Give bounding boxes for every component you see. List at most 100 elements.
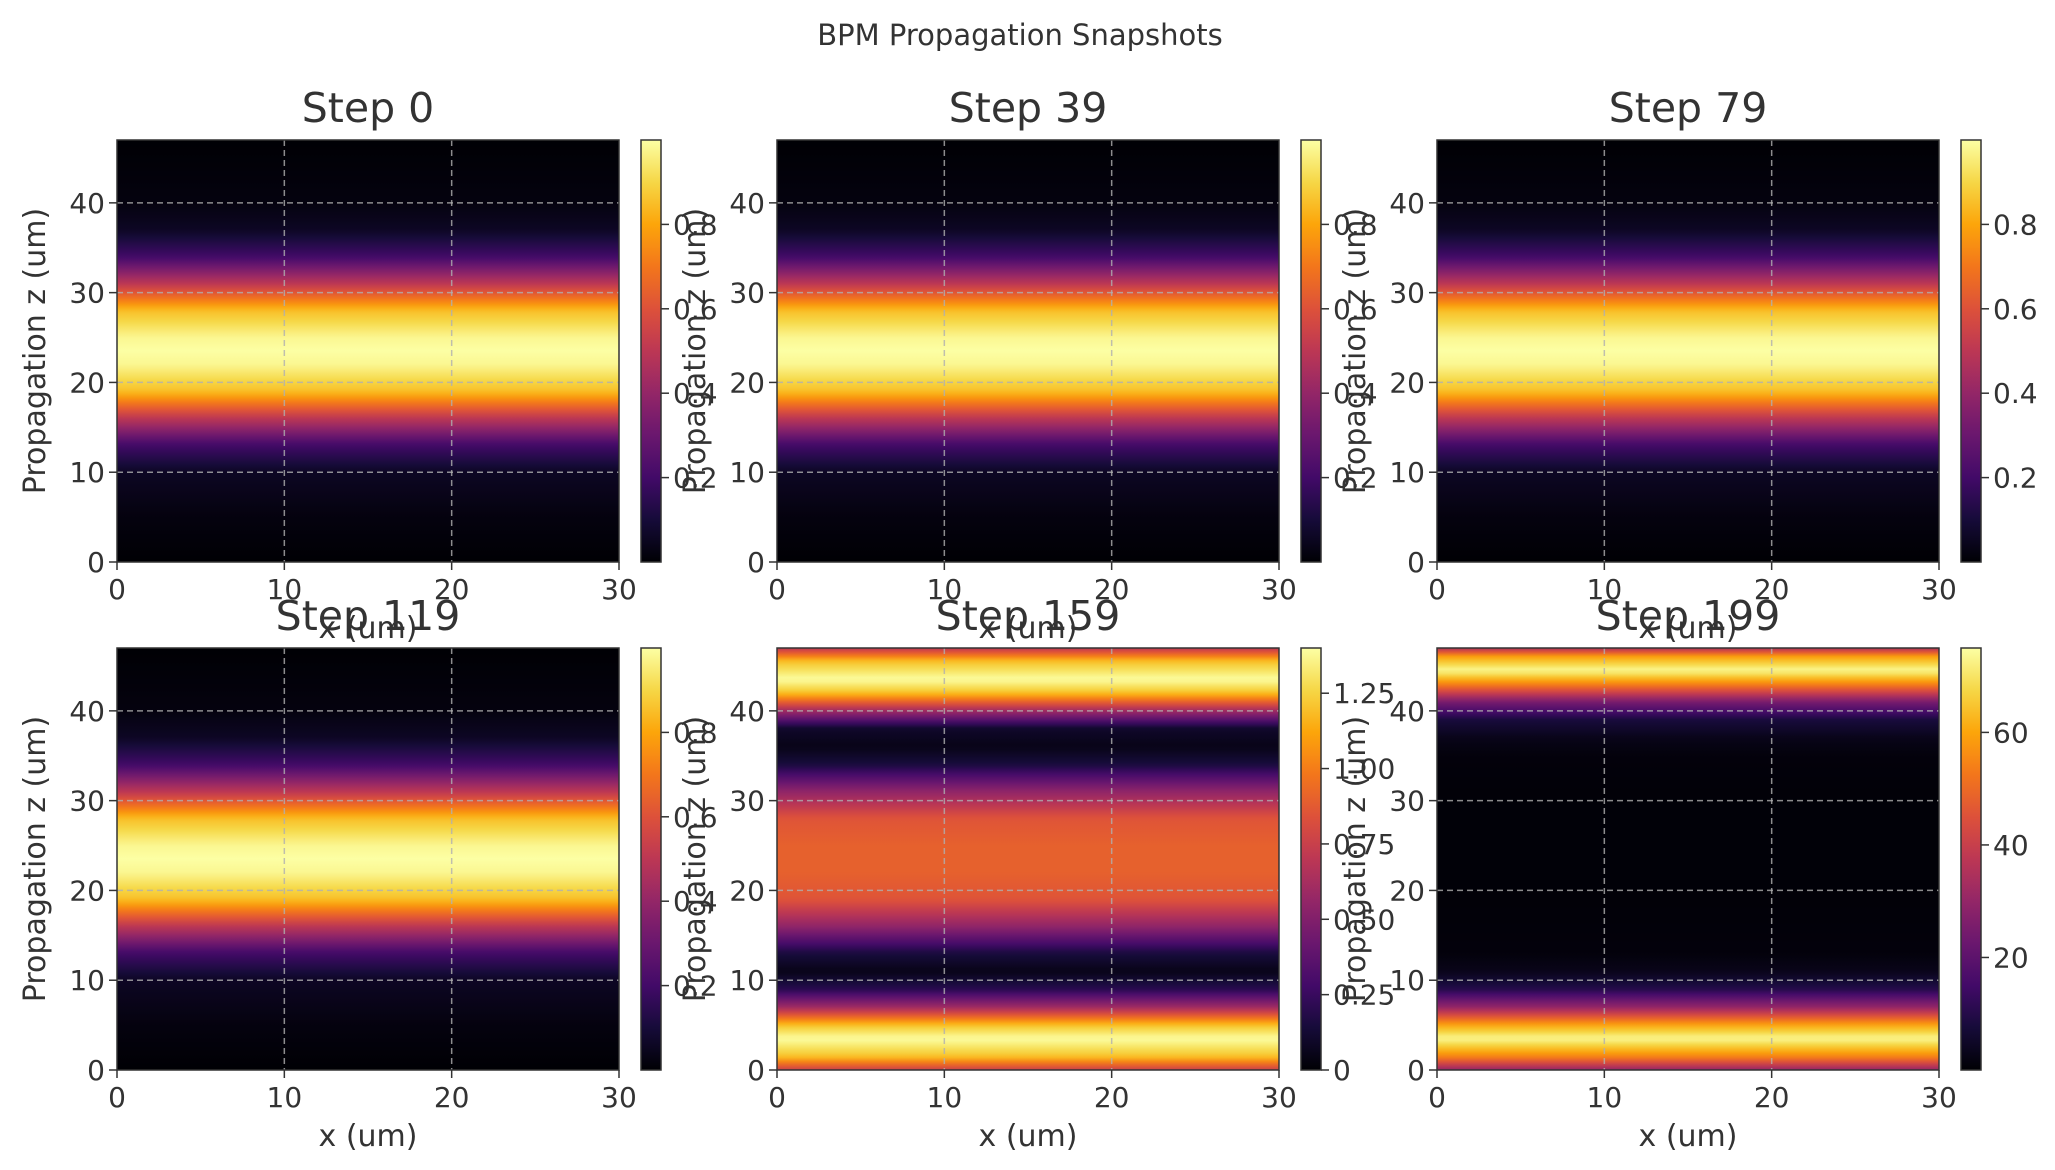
colorbar-bar [1960,139,1982,563]
panel-title: Step 0 [302,84,434,132]
x-axis-label: x (um) [979,1119,1078,1154]
x-axis-label: x (um) [1639,611,1738,646]
axes-frame [116,647,620,1071]
x-tick-label: 0 [1428,1081,1446,1114]
panel-2: 0 10 20 30 0 10 20 30 40 Step 39 x (um) Propagation… [678,84,1378,646]
colorbar-bar [640,647,662,1071]
panel-title: Step 39 [949,84,1108,132]
heatmap-image [777,648,1279,1070]
colorbar-tick-label: 0.4 [673,885,718,918]
axes-frame [116,139,620,563]
y-tick-label: 30 [69,277,105,310]
colorbar-tick-label: 0.6 [673,293,718,326]
colorbar-tick-label: 0.8 [673,716,718,749]
y-tick-label: 40 [1389,695,1425,728]
x-axis-label: x (um) [319,1119,418,1154]
y-tick-label: 0 [1407,1054,1425,1087]
y-tick-label: 0 [87,1054,105,1087]
colorbar-bar [1300,139,1322,563]
y-tick-label: 10 [1389,964,1425,997]
colorbar-bar [1960,647,1982,1071]
heatmap-image [777,140,1279,562]
x-tick-label: 20 [1754,1081,1790,1114]
x-tick-label: 0 [108,1081,126,1114]
y-tick-label: 30 [729,785,765,818]
x-axis-label: x (um) [979,611,1078,646]
x-tick-label: 0 [768,573,786,606]
x-tick-label: 10 [267,1081,303,1114]
colorbar-tick-label: 0.8 [673,208,718,241]
colorbar-tick-label: 20 [1993,941,2029,974]
panel-title: Step 79 [1609,84,1768,132]
x-tick-label: 30 [1921,573,1957,606]
x-tick-label: 30 [1921,1081,1957,1114]
colorbar-tick-label: 0.25 [1333,979,1395,1012]
colorbar-tick-label: 0.8 [1993,208,2038,241]
y-tick-label: 40 [69,695,105,728]
heatmap-image [117,648,619,1070]
x-axis-label: x (um) [319,611,418,646]
x-tick-label: 20 [434,573,470,606]
colorbar: 0.2 0.4 0.6 0.8 [1960,139,2038,563]
x-tick-label: 30 [1261,573,1297,606]
y-tick-label: 20 [1389,874,1425,907]
panel-3: 0 10 20 30 0 10 20 30 40 Step 79 x (um) Propagation… [1338,84,2038,646]
y-tick-label: 10 [1389,456,1425,489]
colorbar-tick-label: 60 [1993,716,2029,749]
colorbar-tick-label: 0.50 [1333,903,1395,936]
y-tick-label: 30 [1389,785,1425,818]
x-tick-label: 0 [108,573,126,606]
y-axis-label: Propagation z (um) [1338,208,1373,494]
colorbar-tick-label: 0.4 [1993,377,2038,410]
y-tick-label: 10 [69,964,105,997]
figure-title: BPM Propagation Snapshots [817,18,1222,52]
panel-title: Step 199 [1596,592,1781,640]
axes-frame [1436,647,1940,1071]
x-tick-label: 20 [434,1081,470,1114]
x-tick-label: 10 [267,573,303,606]
x-tick-label: 10 [1587,573,1623,606]
colorbar-tick-label: 0.2 [673,970,718,1003]
colorbar-bar [1300,647,1322,1071]
y-tick-label: 20 [729,366,765,399]
colorbar: 0.2 0.4 0.6 0.8 [1300,139,1378,563]
panels: 0 10 20 30 0 10 20 30 40 Step 0 x (um) Propagation … [18,84,2038,1154]
y-tick-label: 40 [729,695,765,728]
x-tick-label: 10 [927,1081,963,1114]
colorbar-tick-label: 0.2 [1993,462,2038,495]
colorbar-tick-label: 1.25 [1333,677,1395,710]
y-tick-label: 20 [1389,366,1425,399]
colorbar: 0 0.25 0.50 0.75 1.00 1.25 [1300,647,1395,1087]
y-axis-label: Propagation z (um) [678,716,713,1002]
heatmap-image [1437,648,1939,1070]
colorbar-tick-label: 0.4 [673,377,718,410]
y-tick-label: 40 [729,187,765,220]
x-tick-label: 20 [1754,573,1790,606]
colorbar-tick-label: 0.2 [1333,462,1378,495]
x-tick-label: 30 [1261,1081,1297,1114]
x-tick-label: 30 [601,1081,637,1114]
heatmap-image [117,140,619,562]
colorbar-tick-label: 0.8 [1333,208,1378,241]
axes-frame [1436,139,1940,563]
heatmap-image [1437,140,1939,562]
x-tick-label: 0 [1428,573,1446,606]
x-tick-label: 20 [1094,1081,1130,1114]
axes-frame [776,647,1280,1071]
colorbar-tick-label: 0.6 [1333,293,1378,326]
colorbar-tick-label: 0.4 [1333,377,1378,410]
x-tick-label: 10 [927,573,963,606]
y-tick-label: 30 [729,277,765,310]
y-axis-label: Propagation z (um) [1338,716,1373,1002]
y-tick-label: 0 [747,1054,765,1087]
y-tick-label: 40 [1389,187,1425,220]
y-axis-label: Propagation z (um) [18,208,53,494]
y-tick-label: 0 [87,546,105,579]
colorbar: 0.2 0.4 0.6 0.8 [640,139,718,563]
y-tick-label: 20 [69,874,105,907]
x-axis-label: x (um) [1639,1119,1738,1154]
x-tick-label: 20 [1094,573,1130,606]
